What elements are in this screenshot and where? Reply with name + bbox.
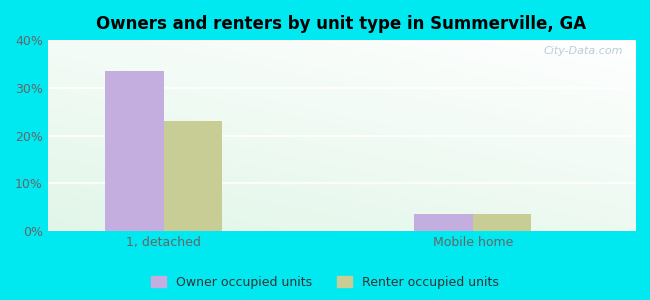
Bar [164,121,222,231]
Bar [105,71,164,231]
Bar [414,214,473,231]
Bar [473,214,532,231]
Legend: Owner occupied units, Renter occupied units: Owner occupied units, Renter occupied un… [146,271,504,294]
Title: Owners and renters by unit type in Summerville, GA: Owners and renters by unit type in Summe… [96,15,586,33]
Text: City-Data.com: City-Data.com [544,46,623,56]
